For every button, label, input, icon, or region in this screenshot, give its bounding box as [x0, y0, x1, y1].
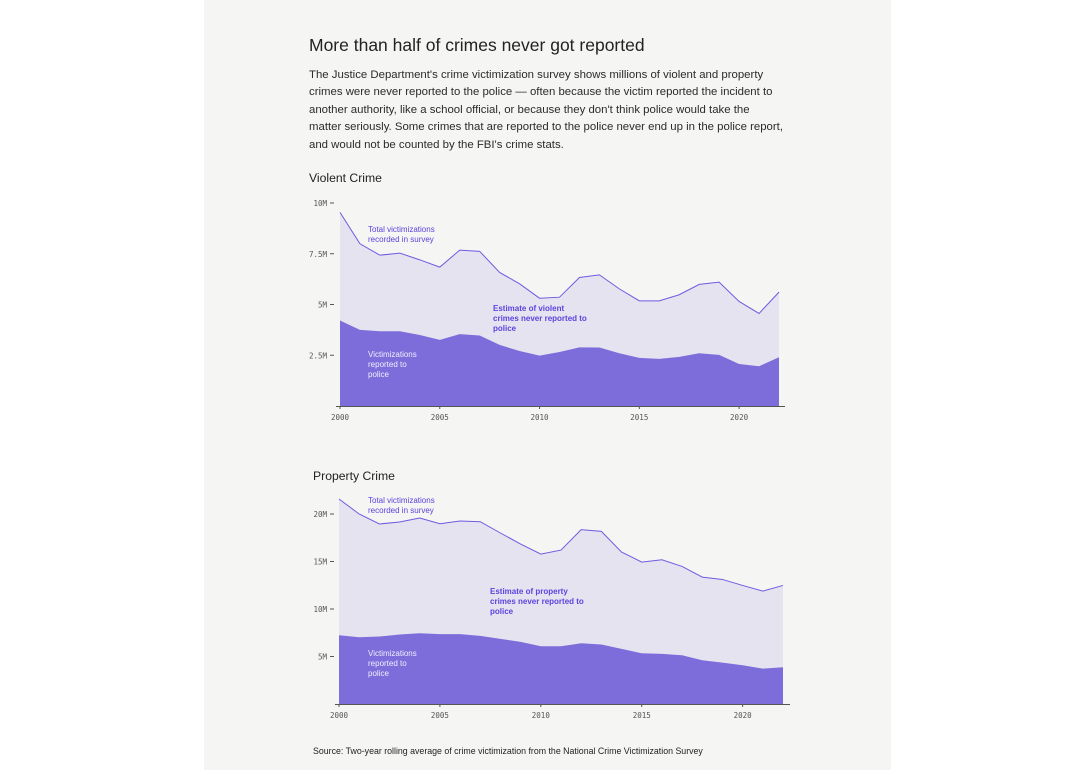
- description: The Justice Department's crime victimiza…: [309, 69, 784, 151]
- unreported-label: Estimate of violent crimes never reported…: [493, 304, 587, 333]
- violent-chart: 2000 2005 2010 2015 2020 2.5M 5M 7.5M 10M Total v…: [309, 199, 785, 422]
- x-tick-label: 2020: [730, 413, 749, 422]
- y-tick-label: 2.5M: [309, 351, 328, 360]
- y-tick-label: 5M: [318, 301, 328, 310]
- y-tick-label: 7.5M: [309, 250, 328, 259]
- x-tick-label: 2000: [330, 711, 349, 720]
- property-chart-title: Property Crime: [313, 469, 395, 483]
- y-tick-label: 10M: [313, 199, 327, 208]
- x-tick-label: 2010: [532, 711, 551, 720]
- reported-area: [339, 633, 783, 704]
- x-tick-label: 2005: [431, 413, 449, 422]
- x-tick-label: 2000: [331, 413, 350, 422]
- y-tick-label: 5M: [318, 653, 328, 662]
- reported-area: [340, 320, 779, 406]
- property-chart: 2000 2005 2010 2015 2020 5M 10M 15M 20M Total vic…: [313, 496, 790, 720]
- page-title: More than half of crimes never got repor…: [309, 35, 645, 55]
- y-tick-label: 20M: [313, 510, 327, 519]
- total-label: Total victimizations recorded in survey: [368, 225, 435, 244]
- x-tick-label: 2005: [431, 711, 449, 720]
- unreported-label: Estimate of property crimes never reporte…: [490, 587, 584, 616]
- x-tick-label: 2015: [633, 711, 651, 720]
- y-tick-label: 15M: [313, 558, 327, 567]
- violent-chart-title: Violent Crime: [309, 171, 382, 185]
- x-tick-label: 2020: [734, 711, 753, 720]
- source-note: Source: Two-year rolling average of crim…: [313, 746, 703, 756]
- reported-label: Victimizations reported to police: [368, 350, 417, 379]
- x-tick-label: 2010: [531, 413, 550, 422]
- y-tick-label: 10M: [313, 605, 327, 614]
- total-label: Total victimizations recorded in survey: [368, 496, 435, 515]
- x-tick-label: 2015: [630, 413, 648, 422]
- reported-label: Victimizations reported to police: [368, 649, 417, 678]
